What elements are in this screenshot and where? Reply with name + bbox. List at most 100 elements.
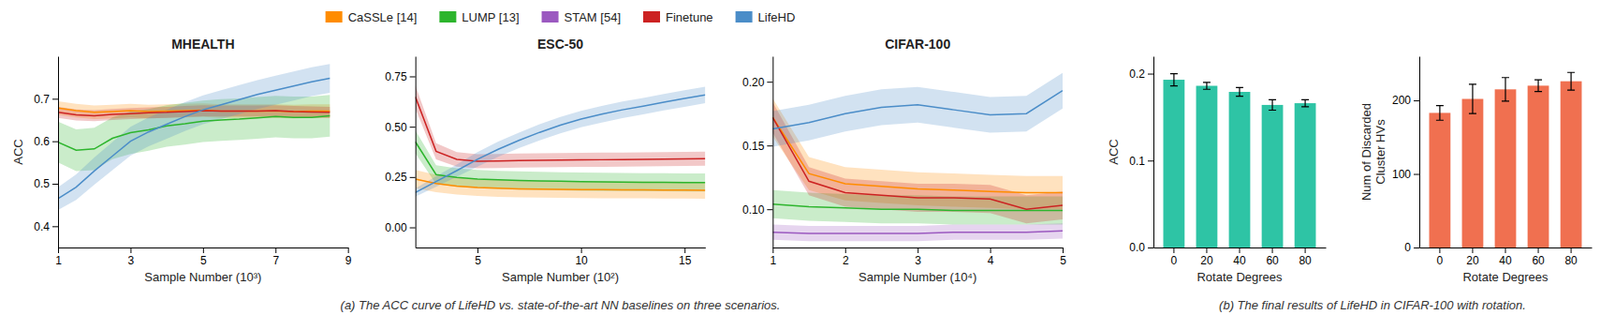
tick-label: 0.50 <box>384 119 408 133</box>
tick-label: 0.1 <box>1129 154 1145 168</box>
tick: 0.6 <box>33 134 59 148</box>
tick-mark <box>1413 247 1420 249</box>
tick-mark <box>410 75 416 77</box>
tick-label: 0.6 <box>33 134 50 148</box>
tick-label: 0.25 <box>384 170 408 184</box>
tick-mark <box>990 247 992 253</box>
tick: 80 <box>1298 247 1312 267</box>
y-axis: 0.4 0.5 0.6 0.7 <box>33 57 59 249</box>
tick: 9 <box>345 247 353 267</box>
tick-mark <box>203 247 205 253</box>
tick: 80 <box>1564 247 1578 267</box>
x-axis-title: Rotate Degrees <box>1196 269 1283 284</box>
tick-mark <box>1505 247 1507 253</box>
tick-label: 200 <box>1392 93 1411 107</box>
tick: 0.2 <box>1129 67 1154 81</box>
tick: 0.4 <box>33 220 59 234</box>
line <box>772 230 1063 234</box>
tick: 40 <box>1498 247 1512 267</box>
tick: 0.75 <box>384 70 415 84</box>
line <box>415 141 706 182</box>
x-axis: 51015 <box>415 247 706 267</box>
tick-label: 0.5 <box>33 176 50 191</box>
tick-mark <box>684 247 686 253</box>
tick-label: 0.15 <box>742 139 765 153</box>
axis-line <box>1153 57 1155 249</box>
tick-mark <box>581 247 583 253</box>
tick-label: 0.0 <box>1129 240 1145 254</box>
error-bar <box>1235 87 1244 96</box>
tick-mark <box>1173 247 1175 253</box>
band <box>58 63 330 210</box>
axis-line <box>1419 57 1421 249</box>
tick-label: 7 <box>272 253 279 267</box>
legend-item: LUMP [13] <box>439 10 519 25</box>
tick-label: 3 <box>128 253 135 267</box>
tick: 3 <box>914 247 922 267</box>
legend-swatch <box>439 11 456 23</box>
tick: 20 <box>1200 247 1214 267</box>
x-axis: 13579 <box>55 247 353 267</box>
tick-label: 80 <box>1298 253 1312 267</box>
error-bar <box>1268 99 1277 110</box>
tick: 0.20 <box>742 75 773 89</box>
tick: 5 <box>1059 247 1067 267</box>
legend-label: CaSSLe [14] <box>348 10 418 25</box>
tick-label: 60 <box>1265 253 1279 267</box>
title: ESC-50 <box>537 36 584 52</box>
tick: 200 <box>1392 93 1420 107</box>
tick-mark <box>1305 247 1307 253</box>
caption: (a) The ACC curve of LifeHD vs. state-of… <box>340 297 781 312</box>
tick-label: 0 <box>1437 253 1444 267</box>
line <box>772 90 1063 130</box>
error-bar <box>1468 84 1477 114</box>
line <box>415 96 706 162</box>
tick-mark <box>1570 247 1572 253</box>
x-axis-title: Sample Number (10²) <box>501 269 619 284</box>
tick-mark <box>917 247 919 253</box>
legend-label: STAM [54] <box>564 10 621 25</box>
tick: 0.10 <box>742 203 773 217</box>
plot-area <box>772 73 1063 242</box>
panel: 135790.40.50.60.7MHEALTHSample Number (1… <box>11 36 353 284</box>
legend-swatch <box>735 11 753 23</box>
y-axis: 0100200 <box>1392 57 1421 255</box>
tick: 0.7 <box>33 92 59 106</box>
tick: 2 <box>842 247 850 267</box>
axis-line <box>415 57 417 249</box>
panel: 510150.00 0.25 0.50 0.75 ESC-50 Sample Number… <box>384 36 706 284</box>
plot-area <box>1429 72 1583 248</box>
tick-label: 0.10 <box>742 203 765 217</box>
tick-label: 0.75 <box>384 70 408 84</box>
tick: 7 <box>272 247 279 267</box>
panel: 0204060800100200Rotate DegreesNum of Dis… <box>1359 57 1593 285</box>
tick-label: 0.7 <box>33 92 50 106</box>
tick-label: 9 <box>345 253 353 267</box>
legend-swatch <box>325 11 343 23</box>
title: MHEALTH <box>171 36 235 52</box>
error-bar <box>1567 72 1575 90</box>
tick-mark <box>130 247 132 253</box>
y-axis-title: ACC <box>1106 138 1121 164</box>
bar <box>1527 85 1550 248</box>
tick: 15 <box>678 247 692 267</box>
tick: 0.00 <box>384 220 415 235</box>
line <box>58 78 330 199</box>
tick-mark <box>1239 247 1241 253</box>
plot-area <box>415 85 706 199</box>
x-axis-title: Rotate Degrees <box>1462 269 1549 284</box>
error-bar <box>1501 77 1510 102</box>
tick-mark <box>410 176 416 178</box>
line <box>772 117 1063 209</box>
bar <box>1262 104 1284 248</box>
error-bar <box>1301 99 1309 106</box>
tick: 0.25 <box>384 170 415 184</box>
tick-mark <box>477 247 479 253</box>
bar <box>1196 86 1219 248</box>
bar <box>1163 79 1186 248</box>
tick: 0.15 <box>742 139 773 153</box>
tick: 20 <box>1466 247 1480 267</box>
title: CIFAR-100 <box>884 36 951 52</box>
tick-label: 2 <box>842 253 850 267</box>
tick: 0.50 <box>384 119 415 133</box>
